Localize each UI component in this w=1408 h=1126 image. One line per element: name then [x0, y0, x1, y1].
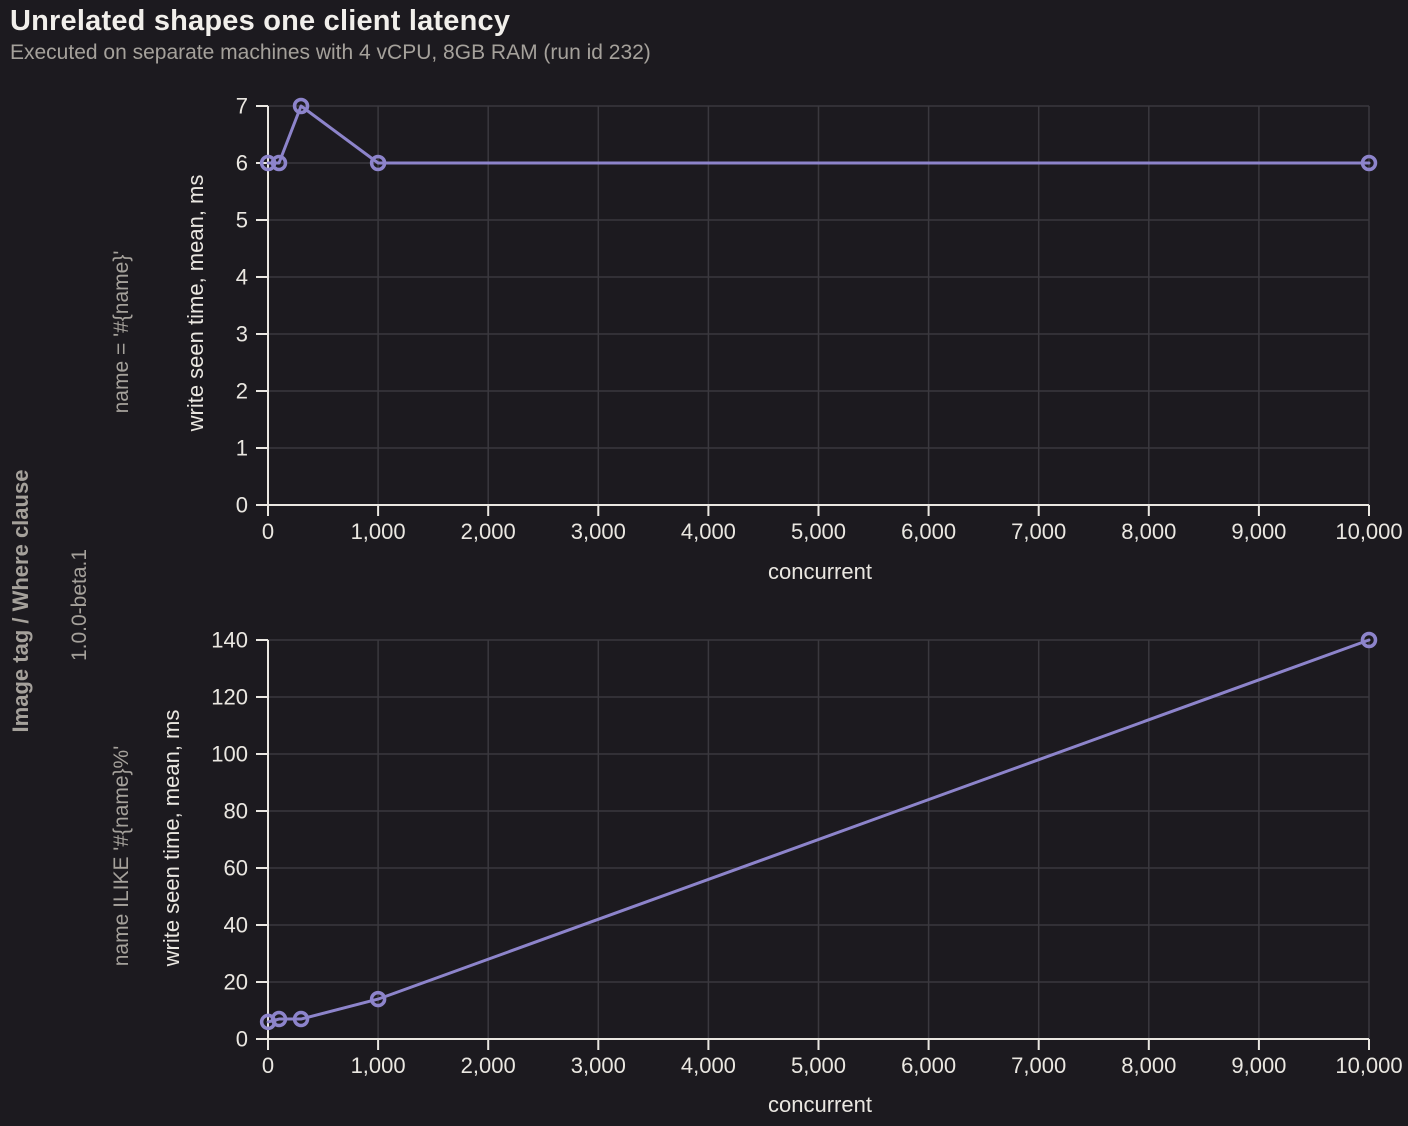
y-tick-label: 40: [224, 912, 248, 937]
page-title: Unrelated shapes one client latency: [10, 5, 511, 37]
data-point-marker: [369, 154, 387, 172]
data-point-marker: [270, 1010, 288, 1028]
data-point-marker: [1360, 631, 1378, 649]
data-point-marker: [292, 97, 310, 115]
y-tick-label: 60: [224, 855, 248, 880]
x-tick-label: 0: [262, 1053, 274, 1078]
data-point-marker: [292, 1010, 310, 1028]
y-tick-label: 80: [224, 798, 248, 823]
y-tick-label: 20: [224, 969, 248, 994]
x-tick-label: 7,000: [1011, 1053, 1066, 1078]
x-tick-label: 8,000: [1121, 519, 1176, 544]
x-tick-label: 4,000: [681, 1053, 736, 1078]
x-tick-label: 2,000: [461, 519, 516, 544]
data-point-marker: [1360, 154, 1378, 172]
x-tick-label: 1,000: [351, 519, 406, 544]
x-tick-label: 5,000: [791, 1053, 846, 1078]
y-tick-label: 2: [236, 378, 248, 403]
y-tick-label: 5: [236, 207, 248, 232]
x-tick-label: 5,000: [791, 519, 846, 544]
x-tick-label: 8,000: [1121, 1053, 1176, 1078]
y-tick-label: 7: [236, 93, 248, 118]
x-tick-label: 3,000: [571, 1053, 626, 1078]
data-point-marker: [270, 154, 288, 172]
x-axis-label-bottom: concurrent: [768, 1092, 872, 1117]
y-tick-label: 0: [236, 1026, 248, 1051]
x-tick-label: 9,000: [1231, 519, 1286, 544]
x-tick-label: 3,000: [571, 519, 626, 544]
x-tick-label: 10,000: [1335, 519, 1402, 544]
y-tick-label: 1: [236, 435, 248, 460]
y-tick-label: 140: [211, 627, 248, 652]
x-tick-label: 2,000: [461, 1053, 516, 1078]
x-axis-label-top: concurrent: [768, 559, 872, 584]
data-point-marker: [259, 154, 277, 172]
data-point-marker: [369, 990, 387, 1008]
x-tick-label: 4,000: [681, 519, 736, 544]
y-tick-label: 120: [211, 684, 248, 709]
y-tick-label: 3: [236, 321, 248, 346]
x-tick-label: 9,000: [1231, 1053, 1286, 1078]
x-tick-label: 6,000: [901, 519, 956, 544]
x-tick-label: 1,000: [351, 1053, 406, 1078]
page-subtitle: Executed on separate machines with 4 vCP…: [10, 41, 651, 64]
x-tick-label: 6,000: [901, 1053, 956, 1078]
x-tick-label: 0: [262, 519, 274, 544]
x-tick-label: 10,000: [1335, 1053, 1402, 1078]
x-tick-label: 7,000: [1011, 519, 1066, 544]
y-tick-label: 100: [211, 741, 248, 766]
y-tick-label: 0: [236, 492, 248, 517]
y-tick-label: 6: [236, 150, 248, 175]
y-tick-label: 4: [236, 264, 248, 289]
